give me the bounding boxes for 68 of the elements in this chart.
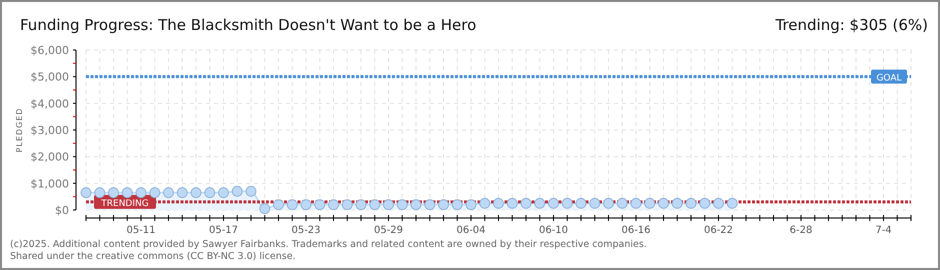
x-tick-label: 06-22	[704, 225, 734, 236]
x-tick-label: 05-17	[208, 225, 238, 236]
x-tick-label: 7-4	[875, 225, 892, 236]
point	[520, 198, 532, 209]
ref-line-label: GOAL	[876, 74, 902, 84]
point	[726, 198, 738, 209]
point	[300, 199, 312, 210]
point	[603, 198, 614, 209]
x-tick-label: 05-23	[291, 225, 321, 236]
text: (c)2025. Additional content provided by Sawyer Fairbanks. Trademarks and related content are owned by their respective companies.	[10, 239, 647, 250]
point	[342, 199, 353, 210]
point	[630, 198, 642, 209]
y-axis-title: PLEDGED	[15, 108, 24, 152]
point	[713, 198, 724, 209]
point	[699, 198, 710, 209]
y-tick-label: $4,000	[30, 97, 69, 110]
point	[452, 199, 463, 210]
point	[438, 199, 449, 210]
point	[534, 198, 546, 209]
x-tick-label: 05-11	[126, 225, 156, 236]
point	[259, 203, 270, 214]
point	[369, 199, 380, 210]
point	[493, 198, 504, 209]
y-tick-label: $2,000	[30, 150, 69, 164]
point	[548, 198, 559, 209]
x-tick-label: 06-16	[621, 225, 651, 236]
point	[424, 199, 436, 210]
point	[658, 198, 669, 209]
point	[232, 186, 243, 197]
x-tick-label: 05-29	[374, 225, 404, 236]
point	[589, 198, 600, 209]
point	[80, 187, 92, 198]
x-tick-label: 6-28	[790, 225, 812, 236]
point	[246, 186, 256, 197]
text: Shared under the creative commons (CC BY-NC 3.0) license.	[10, 251, 296, 262]
point	[149, 187, 160, 198]
y-tick-label: $3,000	[30, 124, 69, 137]
point	[506, 198, 518, 209]
point	[616, 198, 628, 209]
chart-title: Funding Progress: The Blacksmith Doesn't Want to be a Hero	[20, 16, 476, 34]
point	[204, 187, 216, 198]
point	[576, 198, 586, 209]
ref-line-label: TRENDING	[100, 198, 149, 209]
x-tick-label: 06-04	[456, 225, 486, 236]
point	[286, 199, 298, 210]
point	[466, 199, 476, 210]
y-tick-label: $5,000	[30, 70, 69, 84]
point	[410, 199, 422, 210]
chart-subtitle: Trending: $305 (6%)	[774, 16, 928, 34]
point	[176, 187, 188, 198]
y-tick-label: $0	[55, 204, 69, 217]
point	[190, 187, 202, 198]
point	[328, 199, 339, 210]
y-tick-label: $1,000	[30, 177, 69, 190]
point	[396, 199, 408, 210]
point	[218, 187, 229, 198]
point	[273, 199, 284, 210]
point	[562, 198, 573, 209]
point	[314, 199, 326, 210]
point	[672, 198, 683, 209]
point	[644, 198, 656, 209]
point	[383, 199, 394, 210]
point	[686, 198, 696, 209]
point	[356, 199, 366, 210]
y-tick-label: $6,000	[30, 44, 69, 57]
point	[479, 198, 490, 209]
point	[163, 187, 174, 198]
x-tick-label: 06-10	[538, 225, 568, 236]
